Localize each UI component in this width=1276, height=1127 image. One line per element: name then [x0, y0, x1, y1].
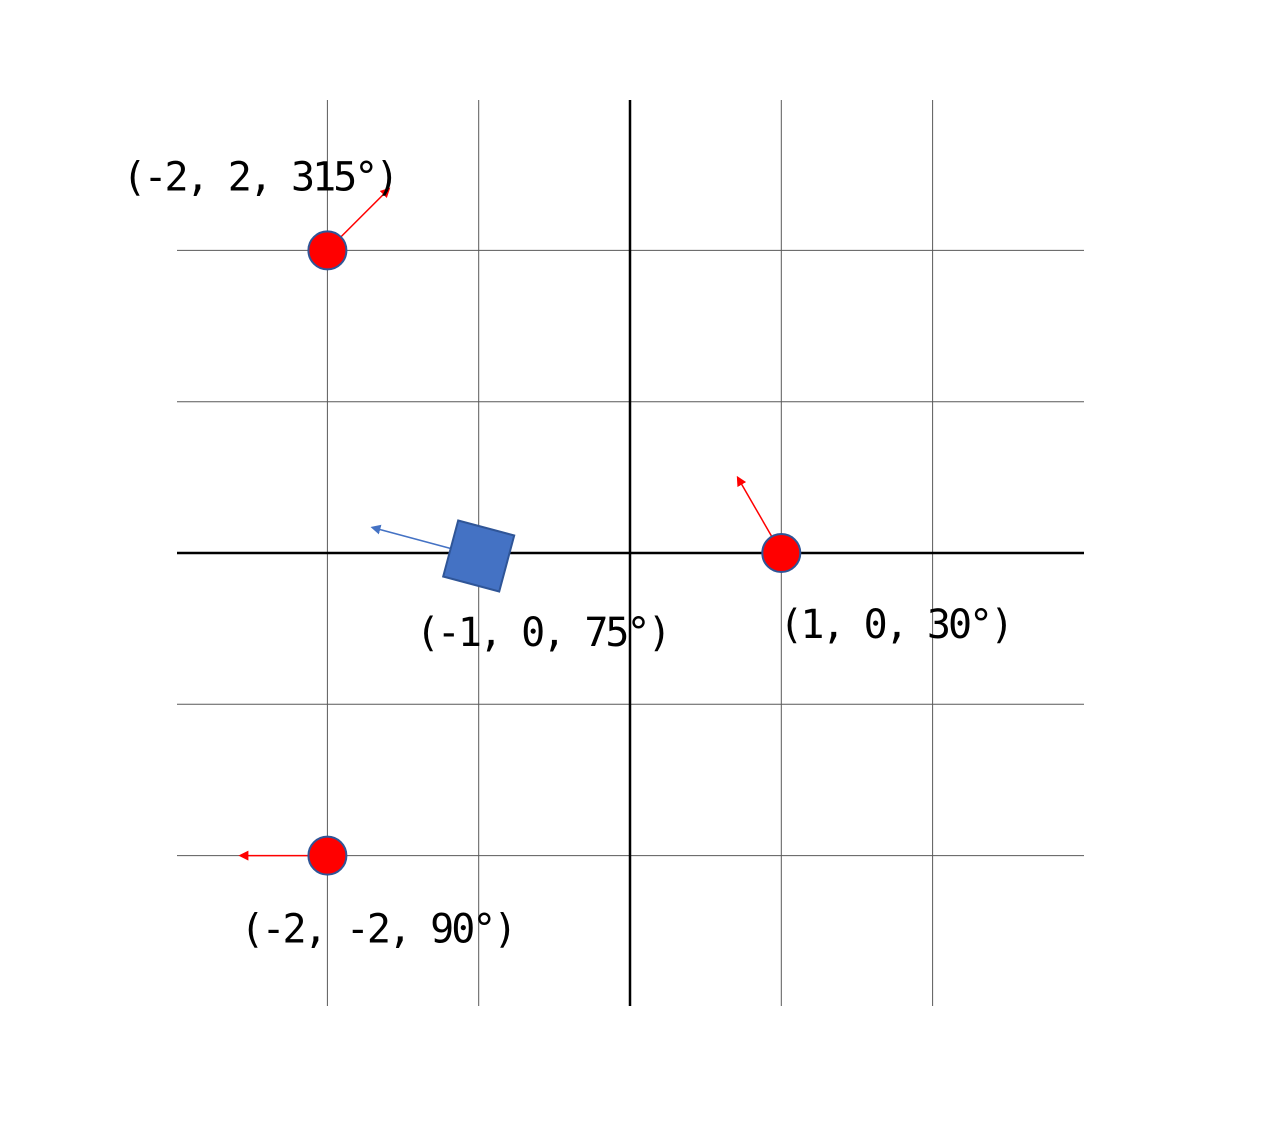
robot-body	[441, 519, 516, 593]
pose-label: (-2, -2, 90°)	[240, 907, 514, 953]
pose-point	[307, 230, 348, 271]
pose-label: (-2, 2, 315°)	[122, 154, 396, 200]
pose-label: (1, 0, 30°)	[779, 602, 1011, 648]
coordinate-axes	[177, 100, 1084, 1006]
pose-point	[307, 835, 348, 876]
pose-markers	[238, 187, 802, 876]
pose-labels: (-2, 2, 315°) (1, 0, 30°) (-2, -2, 90°) (-1…	[122, 154, 1014, 953]
pose-point	[761, 533, 802, 573]
robot-pose-label: (-1, 0, 75°)	[416, 610, 669, 656]
